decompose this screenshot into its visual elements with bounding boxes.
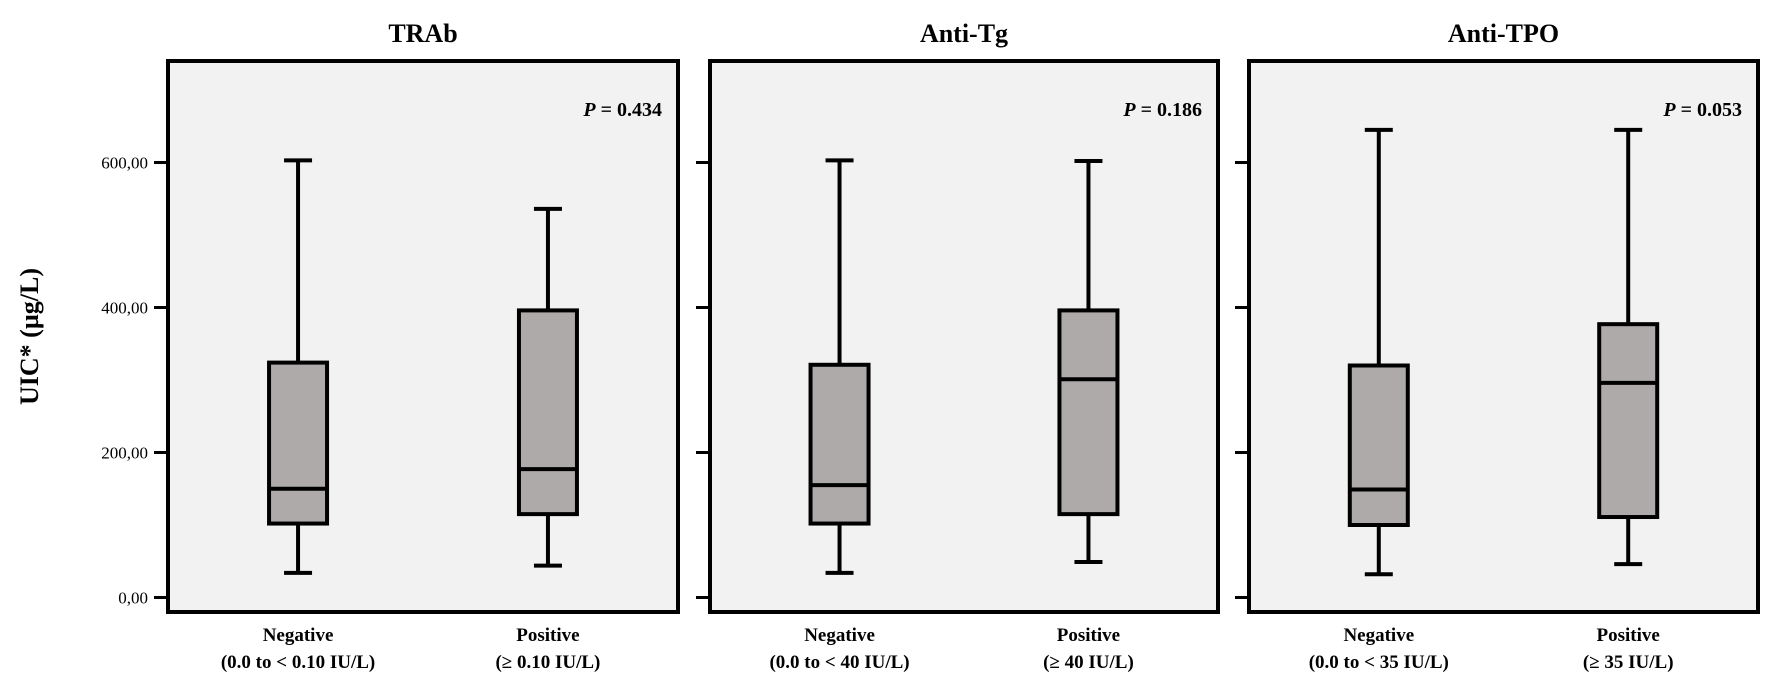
p-value-label: P = 0.053 <box>1662 99 1742 121</box>
x-category-sublabel: (0.0 to < 0.10 IU/L) <box>221 652 375 673</box>
y-tick-label: 400,00 <box>101 299 148 318</box>
p-symbol: P <box>582 99 596 121</box>
x-category-sublabel: (0.0 to < 35 IU/L) <box>1309 652 1449 673</box>
box-iqr <box>516 308 579 517</box>
y-tick-label: 600,00 <box>101 154 148 173</box>
y-axis-title: UIC* (µg/L) <box>15 268 44 405</box>
p-value: = 0.053 <box>1676 99 1742 121</box>
box-iqr <box>1347 363 1410 527</box>
x-category-label: Positive <box>1597 625 1660 646</box>
x-category-label: Positive <box>516 625 579 646</box>
x-category-sublabel: (≥ 40 IU/L) <box>1043 652 1134 673</box>
box-iqr <box>808 362 871 526</box>
x-category-sublabel: (0.0 to < 40 IU/L) <box>769 652 909 673</box>
p-symbol: P <box>1122 99 1136 121</box>
panel-frame <box>1247 59 1760 614</box>
panel-title: TRAb <box>388 19 457 48</box>
x-category-label: Positive <box>1057 625 1120 646</box>
p-symbol: P <box>1662 99 1676 121</box>
x-category-sublabel: (≥ 0.10 IU/L) <box>495 652 600 673</box>
panel-frame <box>166 59 680 614</box>
p-value-label: P = 0.186 <box>1122 99 1202 121</box>
box-iqr <box>1057 308 1120 517</box>
box-iqr <box>267 360 330 526</box>
x-category-label: Negative <box>1343 625 1414 646</box>
x-category-label: Negative <box>263 625 334 646</box>
p-value: = 0.434 <box>596 99 662 121</box>
p-value: = 0.186 <box>1136 99 1202 121</box>
panel-title: Anti-Tg <box>920 19 1008 48</box>
x-category-sublabel: (≥ 35 IU/L) <box>1583 652 1674 673</box>
x-category-label: Negative <box>804 625 875 646</box>
panel-title: Anti-TPO <box>1448 19 1559 48</box>
y-tick-label: 0,00 <box>118 589 148 608</box>
box-iqr <box>1597 322 1660 520</box>
p-value-label: P = 0.434 <box>582 99 662 121</box>
y-tick-label: 200,00 <box>101 444 148 463</box>
panel-frame <box>708 59 1220 614</box>
